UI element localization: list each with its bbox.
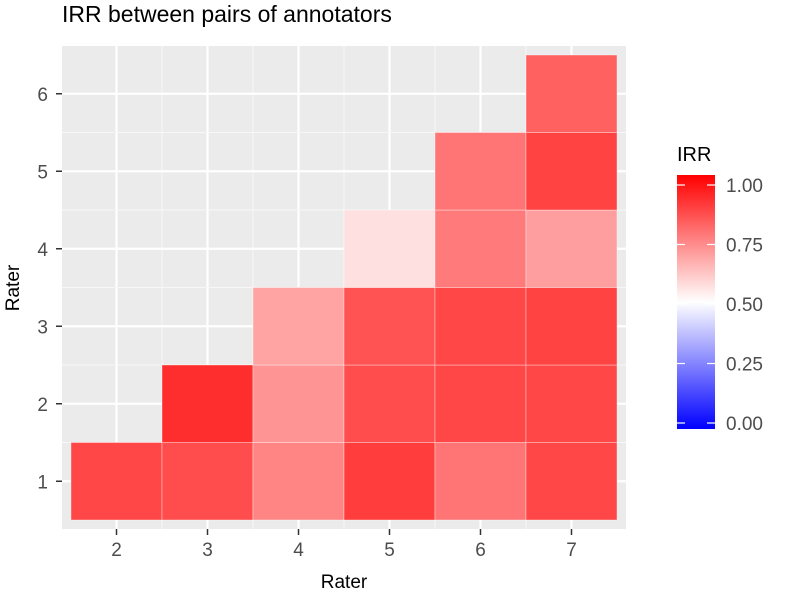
heatmap-cell xyxy=(343,209,436,288)
color-legend: IRR 0.00 0.25 0.50 0.75 1.00 xyxy=(677,144,763,435)
heatmap-cell xyxy=(161,442,254,521)
legend-tick-label: 1.00 xyxy=(726,176,763,197)
heatmap-cell xyxy=(343,364,436,443)
y-tick-label: 4 xyxy=(37,240,48,261)
legend-tick-label: 0.00 xyxy=(726,414,763,435)
x-tick-label: 3 xyxy=(202,540,213,561)
y-tick-label: 2 xyxy=(37,395,48,416)
heatmap-cell xyxy=(434,132,527,211)
x-tick-label: 2 xyxy=(111,540,122,561)
heatmap-cell xyxy=(525,132,618,211)
heatmap-cell xyxy=(434,287,527,366)
legend-ticks: 0.00 0.25 0.50 0.75 1.00 xyxy=(677,176,763,435)
heatmap-cell xyxy=(525,364,618,443)
y-tick-label: 1 xyxy=(37,472,48,493)
legend-title: IRR xyxy=(677,144,711,166)
y-tick-label: 6 xyxy=(37,85,48,106)
x-tick-label: 6 xyxy=(475,540,486,561)
heatmap-cell xyxy=(434,364,527,443)
heatmap-cell xyxy=(434,442,527,521)
y-tick-label: 5 xyxy=(37,162,48,183)
heatmap-cell xyxy=(252,287,345,366)
heatmap-cell xyxy=(434,209,527,288)
legend-tick-label: 0.75 xyxy=(726,236,763,257)
y-axis-label: Rater xyxy=(3,264,24,311)
heatmap-cell xyxy=(525,54,618,133)
heatmap-cell xyxy=(525,209,618,288)
legend-tick-label: 0.50 xyxy=(726,295,763,316)
y-tick-label: 3 xyxy=(37,317,48,338)
x-tick-label: 5 xyxy=(384,540,395,561)
x-tick-label: 7 xyxy=(566,540,577,561)
heatmap-cells xyxy=(70,54,618,521)
heatmap-cell xyxy=(161,364,254,443)
y-axis-ticks: 1 2 3 4 5 6 xyxy=(37,85,62,493)
legend-tick-label: 0.25 xyxy=(726,355,763,376)
heatmap-cell xyxy=(525,287,618,366)
heatmap-cell xyxy=(252,364,345,443)
x-axis-ticks: 2 3 4 5 6 7 xyxy=(111,529,577,561)
heatmap-cell xyxy=(525,442,618,521)
heatmap-cell xyxy=(70,442,163,521)
heatmap-cell xyxy=(252,442,345,521)
chart-title: IRR between pairs of annotators xyxy=(62,1,392,27)
heatmap-cell xyxy=(343,287,436,366)
x-tick-label: 4 xyxy=(293,540,304,561)
x-axis-label: Rater xyxy=(321,572,368,593)
legend-colorbar xyxy=(677,175,715,429)
heatmap-cell xyxy=(343,442,436,521)
